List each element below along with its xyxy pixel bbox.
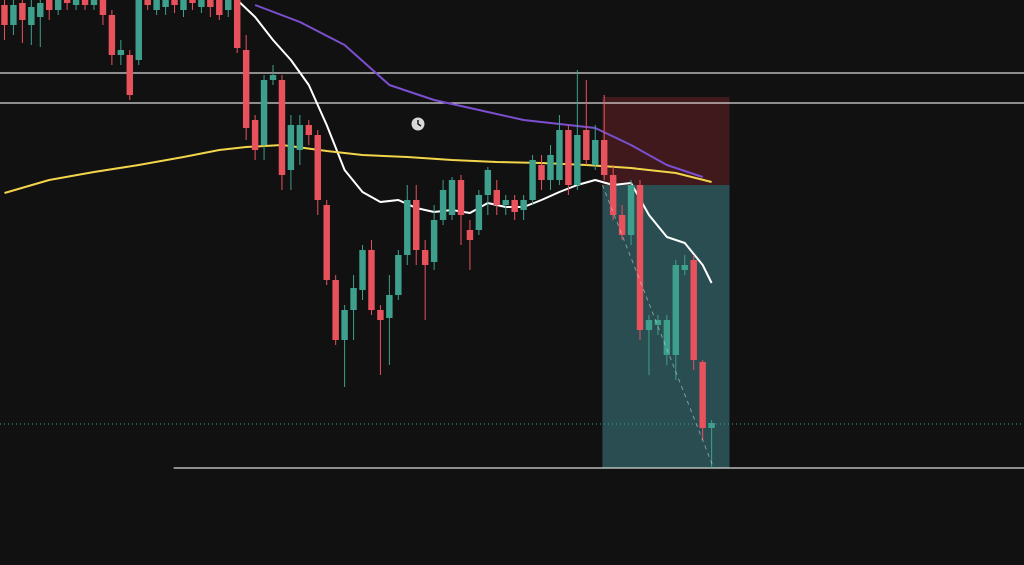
candle-body bbox=[305, 125, 313, 135]
candle-body bbox=[350, 288, 357, 310]
candle-body bbox=[314, 135, 321, 200]
candle-body bbox=[108, 15, 116, 55]
candle-body bbox=[672, 265, 680, 355]
candle-body bbox=[475, 195, 483, 230]
candle-body bbox=[439, 190, 447, 220]
moving-average bbox=[254, 4, 704, 178]
candle-body bbox=[135, 0, 142, 60]
candle-body bbox=[54, 0, 62, 10]
candle-body bbox=[323, 205, 330, 280]
candle-body bbox=[90, 0, 98, 5]
candle-body bbox=[556, 130, 563, 180]
candle-body bbox=[278, 80, 286, 175]
candle-body bbox=[574, 135, 581, 185]
candle-body bbox=[681, 265, 688, 270]
candle-body bbox=[654, 320, 662, 325]
candle-body bbox=[126, 55, 134, 95]
candle-body bbox=[645, 320, 653, 330]
candle-body bbox=[502, 200, 509, 205]
candle-body bbox=[457, 180, 465, 215]
candle-body bbox=[162, 0, 169, 7]
candle-body bbox=[627, 185, 635, 235]
candle-body bbox=[180, 0, 187, 10]
candle-body bbox=[583, 130, 590, 160]
candle-body bbox=[99, 0, 107, 15]
candle-body bbox=[260, 80, 268, 145]
candle-body bbox=[341, 310, 348, 340]
candle-body bbox=[565, 130, 572, 185]
candle-body bbox=[117, 50, 125, 55]
candle-body bbox=[332, 280, 339, 340]
candle-body bbox=[287, 125, 295, 170]
candle-body bbox=[493, 190, 501, 205]
alarm-icon bbox=[411, 117, 425, 131]
candle-body bbox=[618, 215, 626, 235]
candle-body bbox=[636, 185, 644, 330]
candle-body bbox=[511, 200, 518, 212]
candle-body bbox=[198, 0, 205, 7]
candle-body bbox=[484, 170, 492, 195]
candle-body bbox=[296, 125, 304, 150]
candle-body bbox=[430, 220, 438, 262]
candle-body bbox=[269, 75, 277, 80]
candle-body bbox=[28, 7, 35, 25]
candle-body bbox=[207, 0, 214, 7]
candle-body bbox=[189, 0, 196, 3]
candle-body bbox=[216, 0, 223, 15]
candle-body bbox=[63, 0, 71, 3]
candle-body bbox=[404, 200, 411, 255]
candle-body bbox=[225, 0, 232, 10]
candle-body bbox=[386, 295, 393, 318]
candle-body bbox=[520, 200, 527, 210]
candle-body bbox=[242, 50, 250, 128]
candle-body bbox=[600, 140, 608, 175]
candle-body bbox=[368, 250, 375, 310]
candle-body bbox=[547, 155, 554, 180]
candle-body bbox=[251, 120, 259, 150]
candle-body bbox=[359, 250, 366, 290]
candle-body bbox=[171, 0, 178, 5]
candle-body bbox=[421, 250, 429, 265]
candle-body bbox=[448, 180, 456, 215]
candle-body bbox=[19, 3, 26, 20]
candle-body bbox=[153, 0, 160, 10]
candle-body bbox=[10, 5, 17, 25]
candle-body bbox=[538, 165, 545, 180]
candle-body bbox=[466, 230, 474, 240]
candle-body bbox=[81, 0, 89, 5]
candle-body bbox=[37, 3, 44, 17]
candle-body bbox=[699, 362, 706, 428]
plot bbox=[0, 0, 1024, 469]
alarm-hands bbox=[417, 120, 422, 127]
candle-body bbox=[233, 0, 241, 48]
candle-body bbox=[144, 0, 151, 5]
candle-body bbox=[377, 310, 384, 320]
candle-body bbox=[708, 423, 715, 428]
candle-body bbox=[690, 260, 697, 360]
candle-body bbox=[609, 175, 617, 215]
candle-body bbox=[395, 255, 402, 295]
trade-path bbox=[601, 184, 715, 469]
candle-body bbox=[72, 0, 80, 5]
candle-body bbox=[46, 0, 53, 10]
candle-body bbox=[1, 5, 8, 25]
candle-body bbox=[413, 200, 420, 250]
candle-body bbox=[663, 320, 671, 355]
candle-body bbox=[592, 140, 599, 165]
moving-average bbox=[4, 144, 712, 194]
candle-body bbox=[529, 160, 536, 200]
